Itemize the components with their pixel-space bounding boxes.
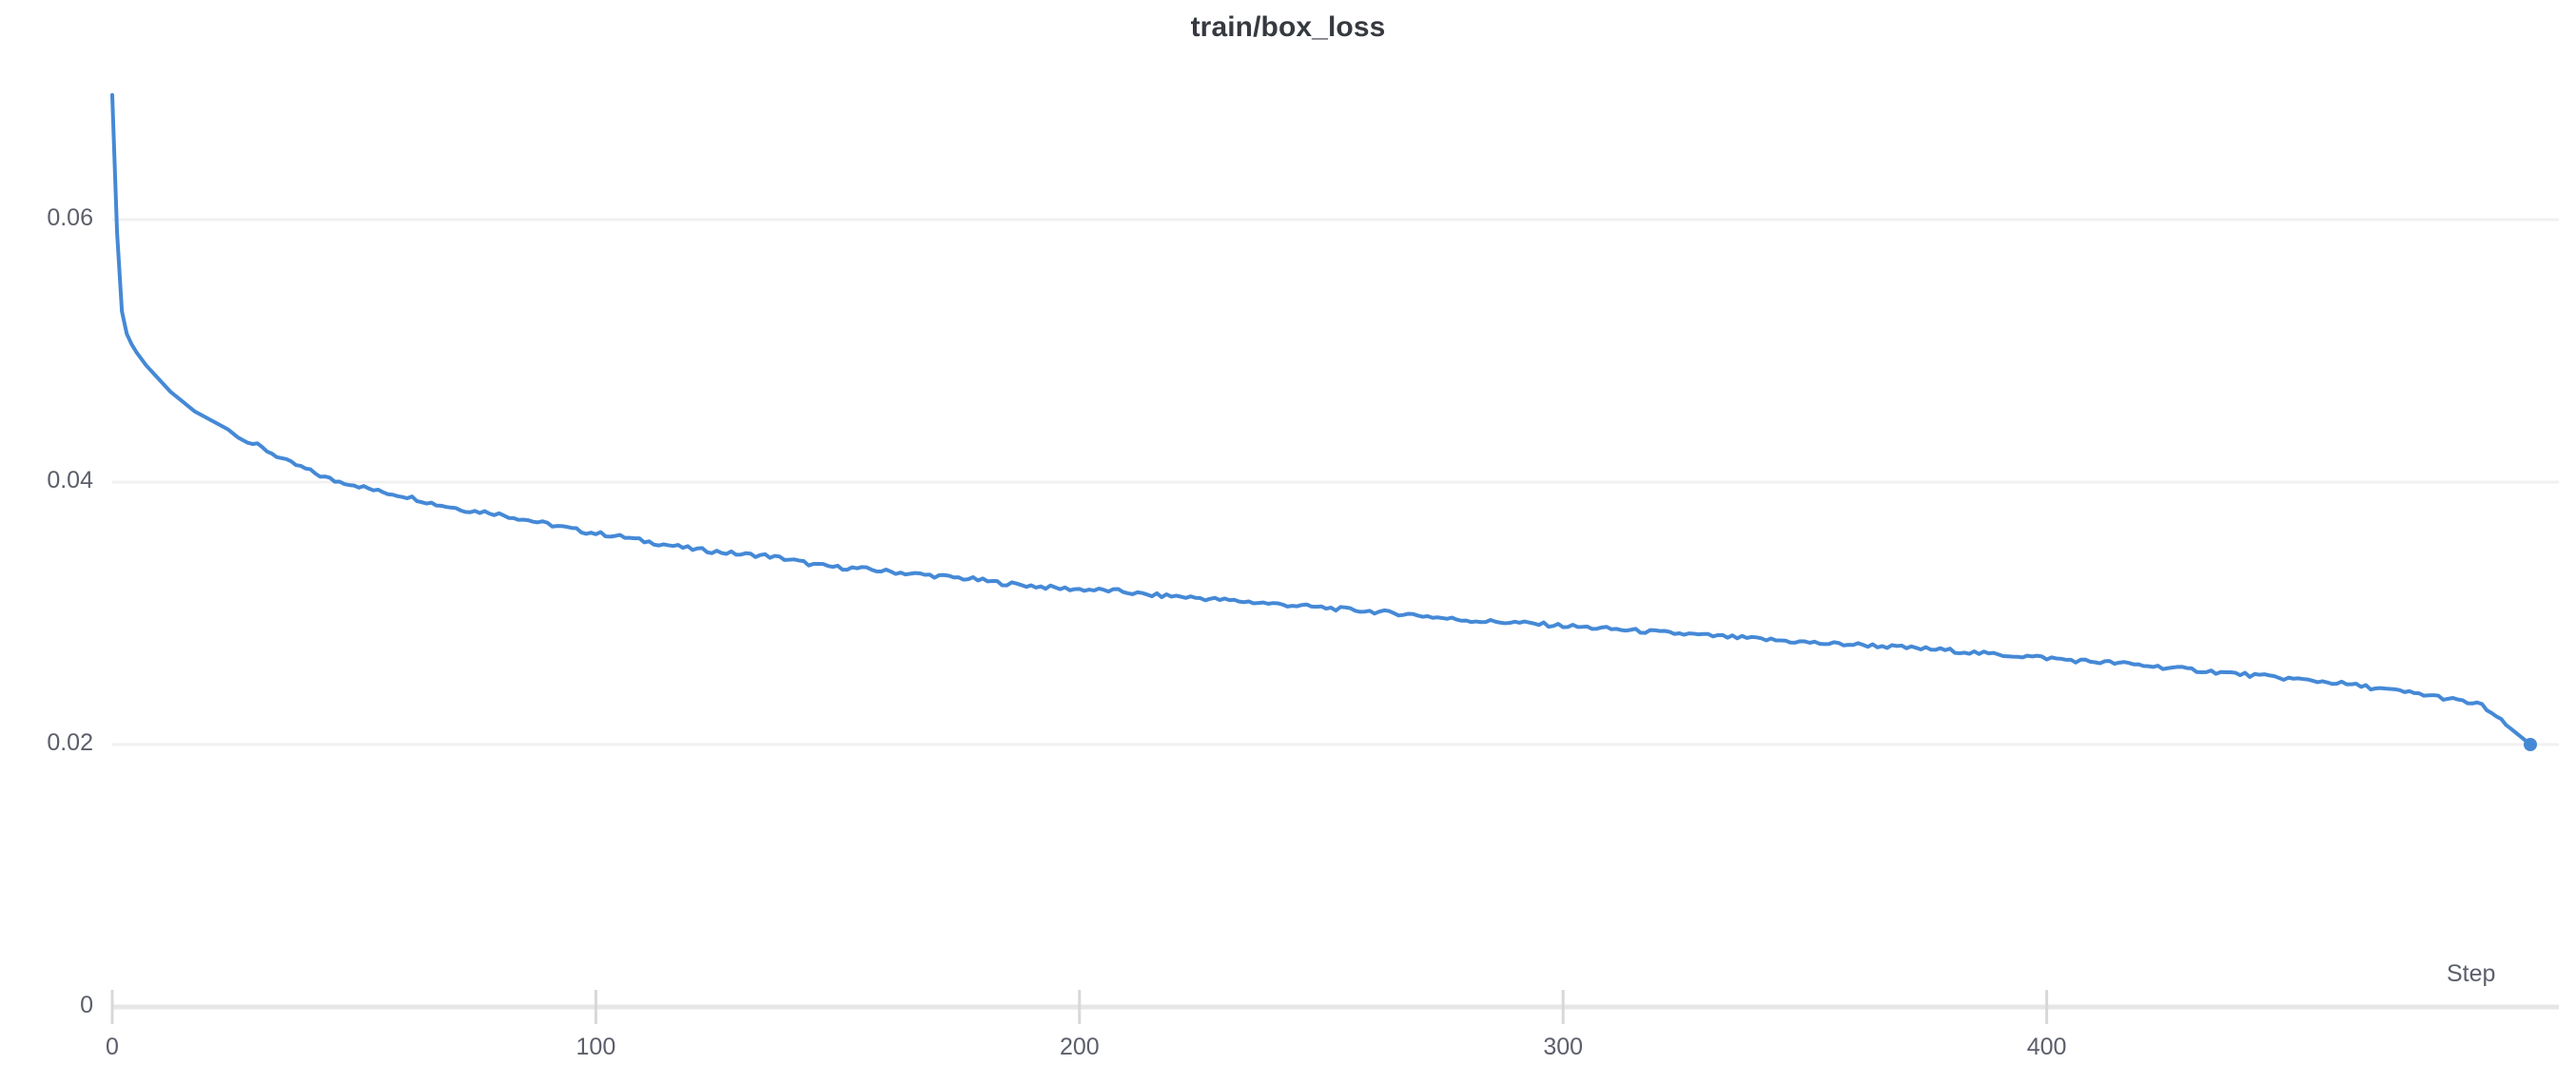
y-axis-tick-label: 0.06 (47, 204, 93, 231)
y-axis-tick-label: 0 (80, 992, 93, 1018)
x-axis-tick-label: 400 (2026, 1034, 2067, 1060)
x-axis-tick-label: 300 (1543, 1034, 1584, 1060)
x-axis-tick-label: 0 (106, 1034, 119, 1060)
series-line-train-box-loss[interactable] (110, 92, 2532, 746)
y-axis-tick-label: 0.02 (47, 729, 93, 756)
x-axis-tick-label: 200 (1059, 1034, 1100, 1060)
x-axis-tick-label: 100 (576, 1034, 616, 1060)
series-end-marker[interactable] (2524, 738, 2537, 751)
gridlines (112, 218, 2559, 1010)
last-point-marker[interactable] (2524, 738, 2537, 751)
x-axis-ticks (110, 990, 2049, 1024)
series-line[interactable] (110, 92, 2532, 746)
x-axis-title: Step (2447, 960, 2496, 987)
chart-title: train/box_loss (1190, 11, 1386, 43)
y-axis-tick-label: 0.04 (47, 467, 93, 494)
